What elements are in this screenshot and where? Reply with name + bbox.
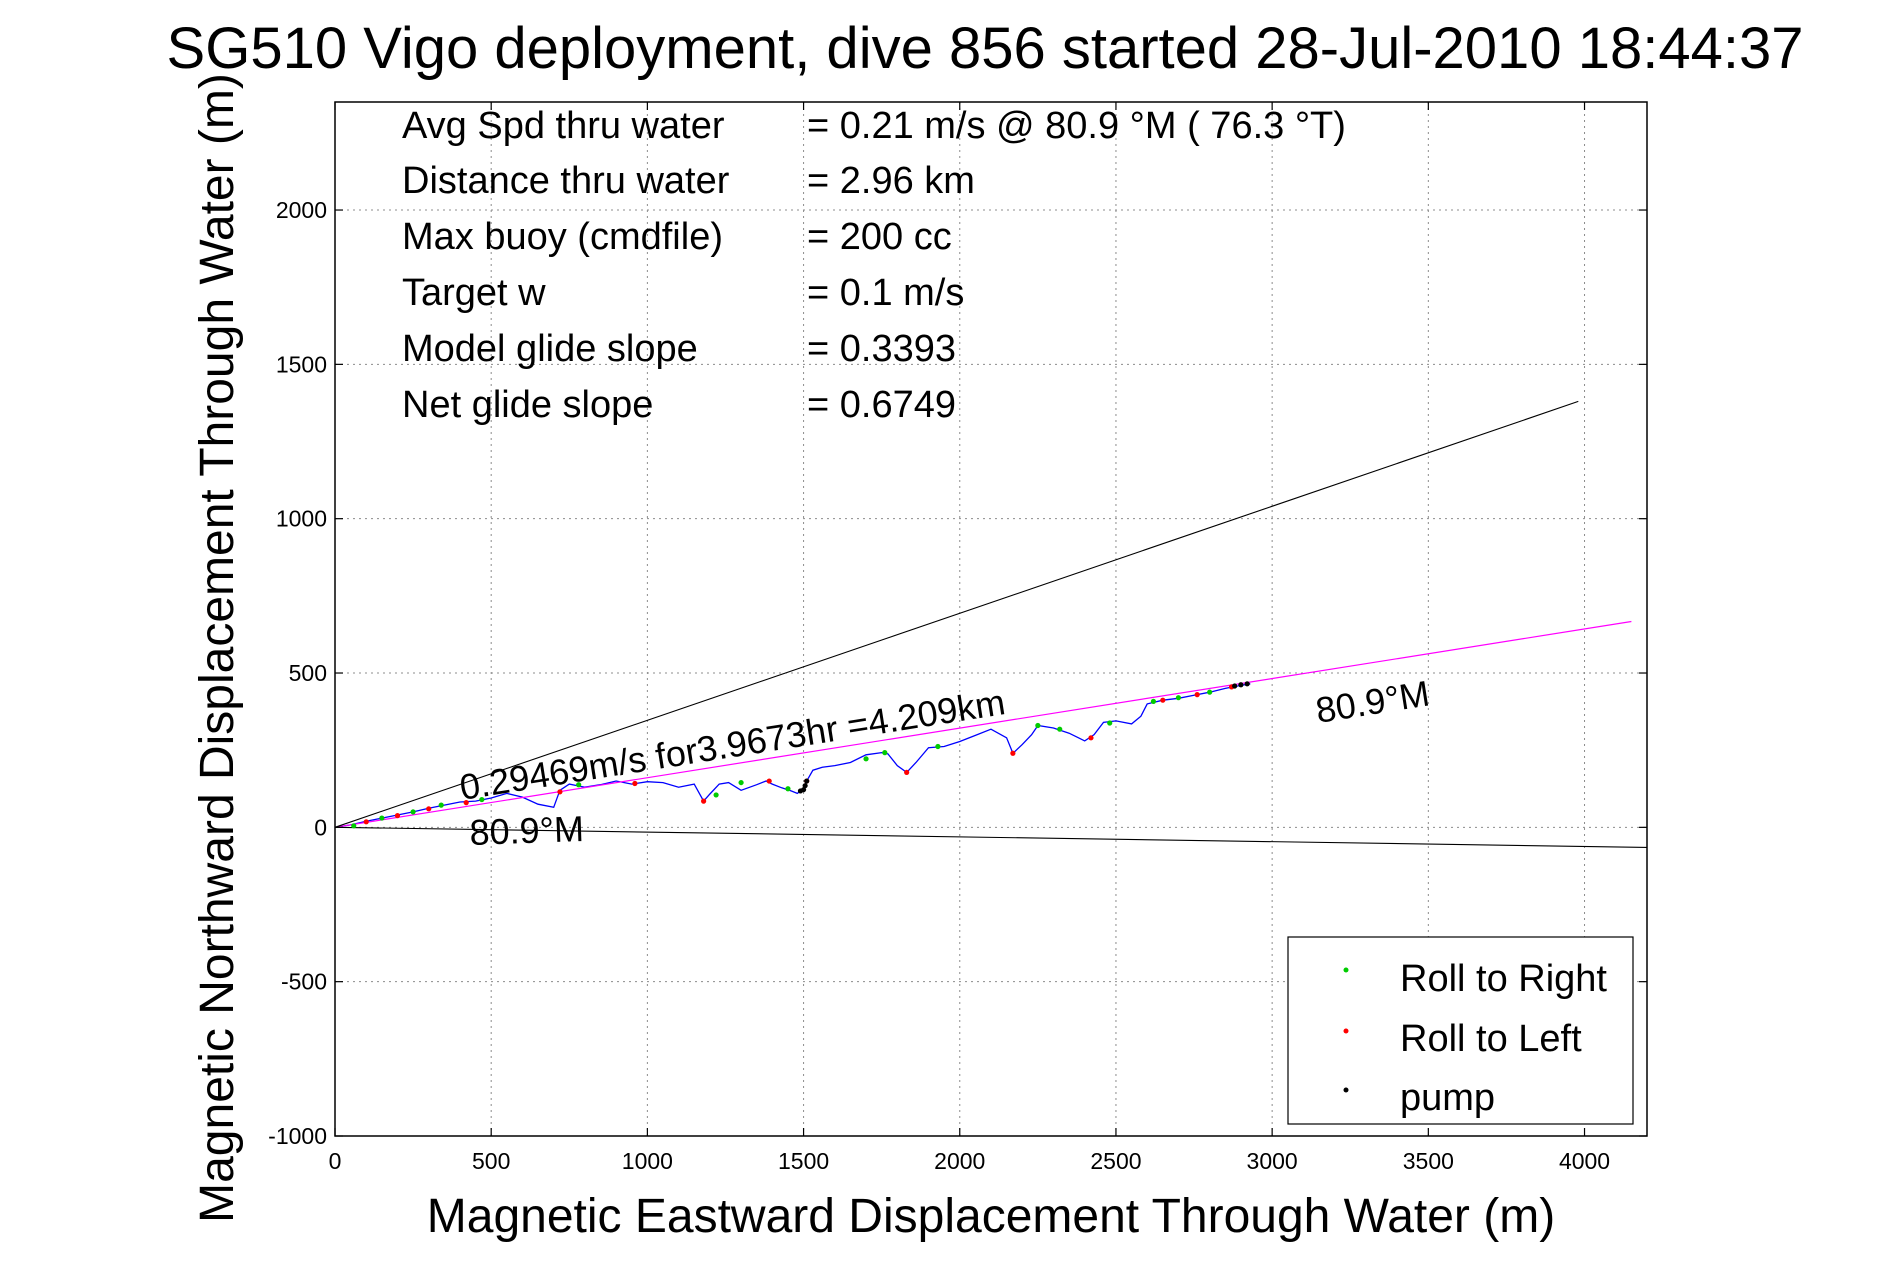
marker-pump	[804, 778, 810, 784]
marker-roll-left	[557, 789, 563, 795]
marker-roll-right	[1057, 726, 1063, 732]
x-tick-label: 3500	[1403, 1148, 1454, 1174]
marker-pump	[802, 783, 808, 789]
x-tick-label: 0	[329, 1148, 342, 1174]
x-tick-label: 2000	[934, 1148, 985, 1174]
marker-roll-right	[576, 782, 582, 788]
marker-roll-right	[738, 779, 744, 786]
series-lower-bound	[334, 826, 1648, 848]
marker-roll-left	[904, 769, 910, 776]
marker-roll-left	[426, 806, 432, 812]
y-tick-label: 0	[314, 814, 327, 840]
x-axis: 0 500 1000 1500 2000 2500 3000 3500 4000	[329, 102, 1610, 1174]
legend: Roll to Right Roll to Left pump	[1287, 936, 1634, 1125]
heading-annotation-lower: 80.9°M	[469, 808, 585, 853]
marker-roll-right	[479, 796, 485, 803]
marker-roll-right	[438, 802, 444, 808]
x-tick-label: 500	[472, 1148, 510, 1174]
marker-roll-right	[410, 809, 416, 815]
marker-roll-right	[785, 786, 791, 792]
info-label-max-buoy: Max buoy (cmdfile)	[402, 216, 723, 258]
marker-pump	[800, 787, 807, 793]
marker-roll-left	[632, 780, 638, 787]
marker-roll-left	[1088, 735, 1094, 741]
info-label-model-glide: Model glide slope	[402, 328, 698, 370]
marker-roll-right	[713, 792, 719, 798]
marker-pump	[1232, 683, 1238, 689]
marker-roll-left	[701, 798, 707, 804]
marker-roll-left	[394, 813, 401, 819]
x-tick-label: 4000	[1559, 1148, 1610, 1174]
y-tick-label: -500	[281, 969, 327, 995]
y-tick-label: 1000	[276, 506, 327, 532]
legend-label-roll-right: Roll to Right	[1400, 958, 1607, 1000]
info-value-avg-speed: = 0.21 m/s @ 80.9 °M ( 76.3 °T)	[807, 105, 1346, 147]
marker-roll-left	[363, 819, 369, 825]
x-tick-label: 3000	[1247, 1148, 1298, 1174]
info-label-target-w: Target w	[402, 272, 546, 314]
marker-roll-left	[1010, 750, 1016, 756]
marker-roll-right	[935, 743, 941, 750]
y-tick-label: 500	[289, 660, 327, 686]
marker-roll-right	[1207, 689, 1213, 695]
marker-roll-right	[1035, 722, 1041, 729]
marker-roll-right	[1175, 695, 1182, 701]
marker-roll-right	[1150, 698, 1157, 705]
x-tick-label: 1500	[778, 1148, 829, 1174]
legend-marker-roll-left	[1343, 1028, 1349, 1034]
legend-marker-roll-right	[1343, 967, 1349, 973]
info-value-distance: = 2.96 km	[807, 160, 975, 202]
y-axis: -1000 -500 0 500 1000 1500 2000	[268, 197, 1647, 1149]
info-label-net-glide: Net glide slope	[402, 384, 653, 426]
marker-roll-right	[1107, 720, 1113, 726]
series-heading-line	[334, 620, 1632, 828]
y-tick-label: 2000	[276, 197, 327, 223]
marker-roll-left	[766, 778, 772, 784]
info-value-target-w: = 0.1 m/s	[807, 272, 964, 314]
info-label-avg-speed: Avg Spd thru water	[402, 105, 725, 147]
info-value-max-buoy: = 200 cc	[807, 216, 952, 258]
info-block: Avg Spd thru water = 0.21 m/s @ 80.9 °M …	[402, 105, 1346, 426]
plot-markers	[351, 681, 1250, 829]
y-tick-label: 1500	[276, 351, 327, 377]
marker-roll-left	[1160, 697, 1166, 703]
marker-roll-right	[882, 750, 888, 756]
x-tick-label: 1000	[622, 1148, 673, 1174]
info-label-distance: Distance thru water	[402, 160, 730, 202]
series-upper-bound	[334, 400, 1579, 828]
marker-roll-right	[351, 823, 357, 829]
marker-roll-left	[1194, 692, 1200, 698]
info-value-model-glide: = 0.3393	[807, 328, 956, 370]
y-axis-label: Magnetic Northward Displacement Through …	[191, 73, 244, 1223]
marker-roll-right	[379, 815, 385, 821]
legend-label-roll-left: Roll to Left	[1400, 1018, 1582, 1060]
info-value-net-glide: = 0.6749	[807, 384, 956, 426]
marker-roll-right	[863, 756, 869, 762]
legend-marker-pump	[1343, 1087, 1349, 1093]
y-tick-label: -1000	[268, 1123, 327, 1149]
plot-frame	[334, 101, 1648, 1137]
chart-title: SG510 Vigo deployment, dive 856 started …	[167, 16, 1804, 81]
legend-label-pump: pump	[1400, 1077, 1495, 1119]
x-tick-label: 2500	[1090, 1148, 1141, 1174]
marker-pump	[1238, 682, 1244, 688]
marker-roll-left	[463, 800, 469, 806]
x-axis-label: Magnetic Eastward Displacement Through W…	[427, 1190, 1555, 1243]
marker-pump	[1244, 681, 1250, 687]
